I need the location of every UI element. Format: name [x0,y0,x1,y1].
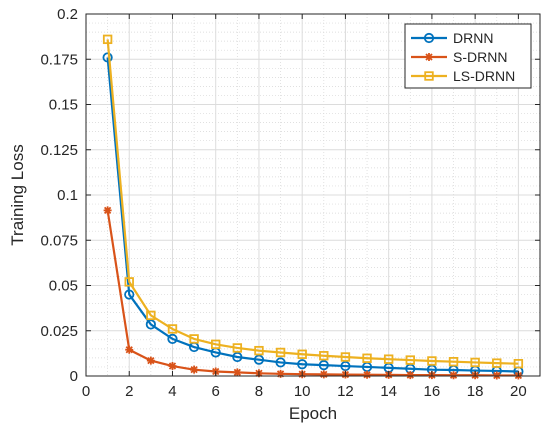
data-point [167,333,178,344]
data-point [145,319,156,330]
data-point [297,349,307,359]
x-tick-label: 0 [82,383,90,400]
series-layer [102,34,524,380]
data-point [146,310,156,321]
x-tick-label: 18 [467,383,484,400]
y-tick-label: 0.125 [40,142,78,159]
series-ls-drnn [102,34,524,369]
data-point [340,352,351,362]
x-tick-label: 12 [337,383,354,400]
y-tick-label: 0 [70,368,78,385]
data-point [190,365,199,374]
data-point [276,369,285,378]
y-tick-label: 0.025 [40,323,78,340]
data-point [232,343,243,353]
legend: DRNN S-DRNN LS-DRNN [404,23,532,89]
data-point [448,357,459,367]
data-point [211,339,221,350]
data-point [124,277,134,287]
y-tick-label: 0.075 [40,232,78,249]
data-point [232,351,243,363]
y-axis-title: Training Loss [8,144,27,245]
data-point [297,359,308,370]
x-tick-label: 2 [125,383,133,400]
data-point [492,358,502,368]
tick-marks [85,13,540,377]
x-tick-label: 4 [168,383,176,400]
x-tick-label: 16 [424,383,441,400]
data-point [168,362,177,371]
x-tick-label: 10 [294,383,311,400]
legend-marker [423,32,435,44]
data-point [189,334,199,344]
y-tick-label: 0.175 [40,51,78,68]
data-point [363,370,372,379]
data-point [319,351,329,361]
data-point [233,368,242,377]
data-point [103,206,112,215]
data-point [319,370,328,379]
data-point [125,345,134,354]
y-tick-label: 0.15 [49,97,78,114]
data-point [362,353,372,363]
x-tick-labels: 0 2 4 6 8 10 12 14 16 18 20 [82,383,527,400]
data-point [513,358,524,369]
y-tick-label: 0.05 [49,278,78,295]
data-point [253,354,265,365]
legend-entry: LS-DRNN [411,68,515,84]
data-point [470,357,480,368]
x-tick-label: 6 [212,383,220,400]
data-point [492,371,501,380]
x-tick-label: 14 [380,383,397,400]
y-tick-label: 0.1 [57,187,78,204]
data-point [383,354,394,364]
data-point [275,347,286,358]
data-point [449,371,458,380]
legend-label: LS-DRNN [453,68,515,84]
legend-marker [425,53,433,61]
legend-label: S-DRNN [453,49,507,65]
legend-marker [424,71,434,81]
data-point [102,52,113,63]
x-tick-label: 20 [510,383,527,400]
data-point [275,357,286,368]
y-tick-labels: 0 0.025 0.05 0.075 0.1 0.125 0.15 0.175 0.2 [40,6,78,385]
data-point [102,34,113,45]
legend-label: DRNN [453,30,493,46]
data-point [405,355,415,365]
x-tick-label: 8 [255,383,263,400]
data-point [254,345,264,356]
data-point [167,324,178,334]
legend-entry: DRNN [411,30,493,46]
data-point [406,371,415,380]
data-point [124,289,135,300]
data-point [427,356,437,366]
x-axis-title: Epoch [289,404,337,423]
y-tick-label: 0.2 [57,6,78,23]
data-point [340,360,351,372]
legend-entry: S-DRNN [411,49,507,65]
data-point [318,360,329,371]
data-point [146,356,155,365]
